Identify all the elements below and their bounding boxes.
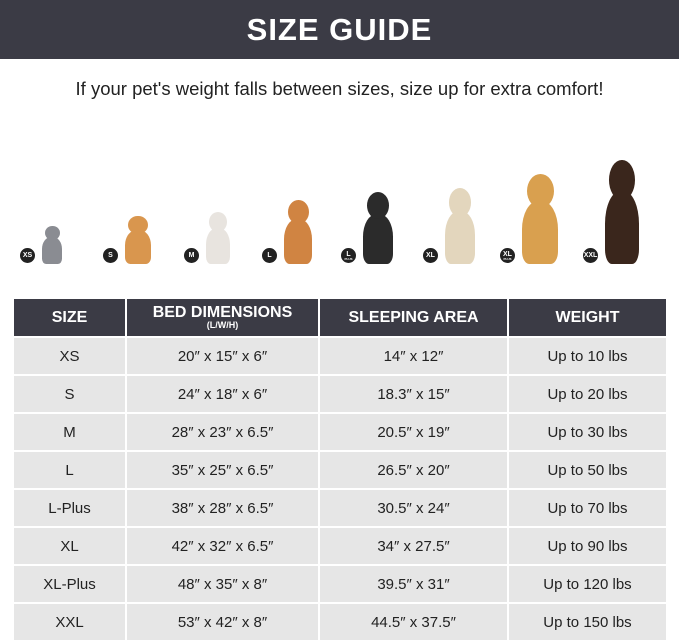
border-collie-image [363,213,393,264]
cell-area: 44.5″ x 37.5″ [319,602,509,640]
subtitle: If your pet's weight falls between sizes… [75,78,604,99]
badge-label: XXL [583,252,598,259]
shiba-inu-head [287,200,309,225]
cell-size: XL-Plus [14,564,127,603]
badge-label: XL [426,252,435,259]
labrador-image [445,210,475,264]
table-header-row: SIZE BED DIMENSIONS (L/W/H) SLEEPING AREA… [14,299,666,337]
badge-label: S [108,252,113,259]
french-bulldog-head [209,212,227,232]
size-badge: XXL [583,248,598,263]
pomeranian-image [125,230,151,264]
cell-weight: Up to 10 lbs [508,336,666,375]
badge-label: XS [22,252,33,259]
header-weight: WEIGHT [508,299,666,337]
cell-weight: Up to 90 lbs [508,526,666,565]
cell-area: 20.5″ x 19″ [319,412,509,451]
badge-label: XL [503,250,512,258]
cell-bed: 28″ x 23″ x 6.5″ [126,412,320,451]
header-size: SIZE [14,299,127,337]
cell-weight: Up to 50 lbs [508,450,666,489]
badge-sub-label: PLUS [503,256,512,261]
cell-area: 26.5″ x 20″ [319,450,509,489]
size-badge: S [103,248,118,263]
labrador-head [448,188,472,217]
size-badge: M [184,248,199,263]
cell-weight: Up to 70 lbs [508,488,666,527]
header-bed-sub: (L/W/H) [206,320,239,330]
cell-bed: 38″ x 28″ x 6.5″ [126,488,320,527]
cell-weight: Up to 120 lbs [508,564,666,603]
french-bulldog-image [206,227,230,264]
border-collie-head [366,192,390,220]
cell-size: XL [14,526,127,565]
table-row: XXL 53″ x 42″ x 8″ 44.5″ x 37.5″ Up to 150 … [14,602,666,640]
cell-weight: Up to 150 lbs [508,602,666,640]
cell-size: L [14,450,127,489]
page-title: SIZE GUIDE [0,0,679,59]
cell-bed: 42″ x 32″ x 6.5″ [126,526,320,565]
size-badge: XL [423,248,438,263]
cell-area: 30.5″ x 24″ [319,488,509,527]
cat-head [44,226,60,241]
table-row: L-Plus 38″ x 28″ x 6.5″ 30.5″ x 24″ Up to 7… [14,488,666,527]
cell-area: 39.5″ x 31″ [319,564,509,603]
size-badge: XS [20,248,35,263]
badge-label: L [346,250,351,258]
cell-area: 14″ x 12″ [319,336,509,375]
doberman-head [609,160,635,200]
cell-bed: 24″ x 18″ x 6″ [126,374,320,413]
table-row: L 35″ x 25″ x 6.5″ 26.5″ x 20″ Up to 50 lbs [14,450,666,489]
badge-label: L [267,252,272,259]
pomeranian-head [128,216,148,235]
cat-image [42,237,62,264]
cell-bed: 53″ x 42″ x 8″ [126,602,320,640]
table-row: XS 20″ x 15″ x 6″ 14″ x 12″ Up to 10 lbs [14,336,666,375]
badge-sub-label: PLUS [344,256,353,261]
cell-size: S [14,374,127,413]
table-row: S 24″ x 18″ x 6″ 18.3″ x 15″ Up to 20 lbs [14,374,666,413]
cell-bed: 48″ x 35″ x 8″ [126,564,320,603]
badge-label: M [188,252,195,259]
cell-area: 18.3″ x 15″ [319,374,509,413]
size-table: SIZE BED DIMENSIONS (L/W/H) SLEEPING AREA… [14,299,666,640]
cell-size: M [14,412,127,451]
golden-retriever-image [522,201,558,264]
size-badge: XL PLUS [500,248,515,263]
header-bed-label: BED DIMENSIONS [152,304,293,321]
cell-area: 34″ x 27.5″ [319,526,509,565]
table-row: M 28″ x 23″ x 6.5″ 20.5″ x 19″ Up to 30 lbs [14,412,666,451]
header-bed-dimensions: BED DIMENSIONS (L/W/H) [126,299,320,337]
table-row: XL-Plus 48″ x 35″ x 8″ 39.5″ x 31″ Up to 12… [14,564,666,603]
cell-bed: 20″ x 15″ x 6″ [126,336,320,375]
cell-size: L-Plus [14,488,127,527]
cell-weight: Up to 20 lbs [508,374,666,413]
doberman-image [605,191,639,264]
cell-size: XS [14,336,127,375]
cell-weight: Up to 30 lbs [508,412,666,451]
shiba-inu-image [284,219,312,264]
golden-retriever-head [526,174,554,209]
cell-size: XXL [14,602,127,640]
size-badge: L PLUS [341,248,356,263]
size-badge: L [262,248,277,263]
header-sleeping-area: SLEEPING AREA [319,299,509,337]
table-row: XL 42″ x 32″ x 6.5″ 34″ x 27.5″ Up to 90 lb… [14,526,666,565]
cell-bed: 35″ x 25″ x 6.5″ [126,450,320,489]
